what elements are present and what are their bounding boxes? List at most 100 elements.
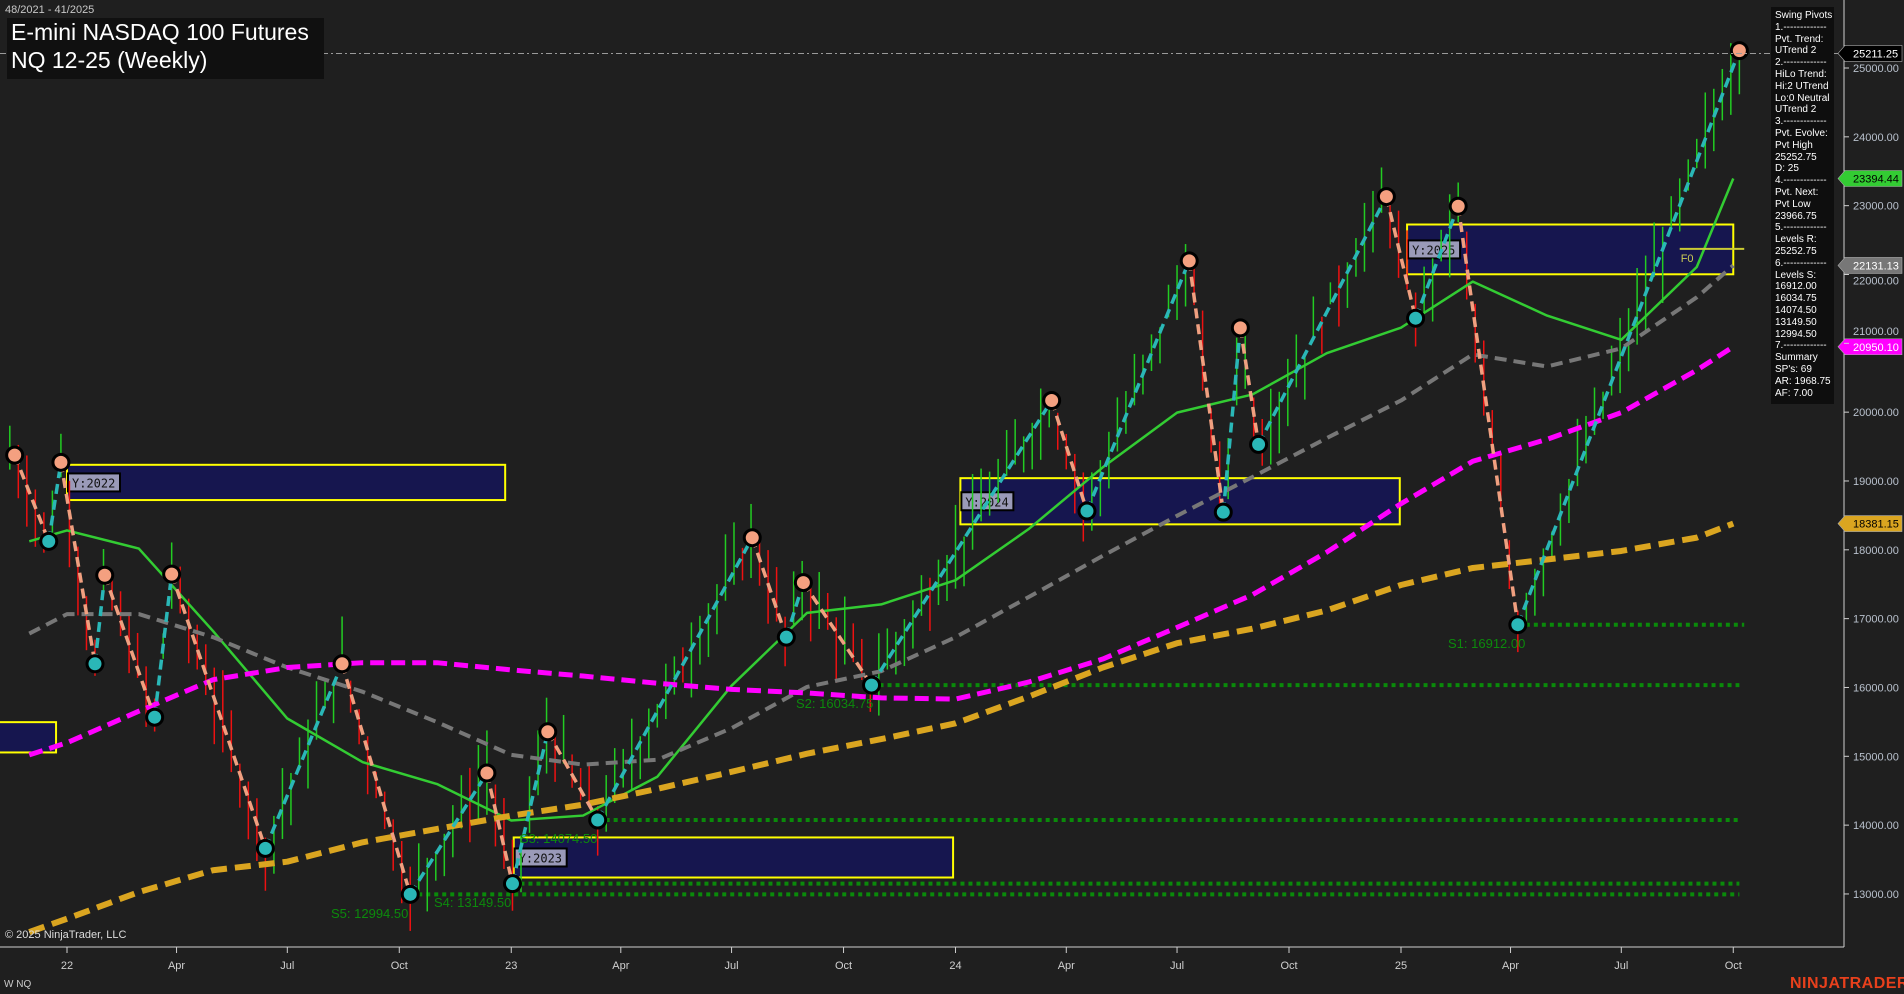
swing-low-marker: [255, 838, 275, 858]
swing-low-marker: [588, 810, 608, 830]
ma-price-tag-mid-bg: [1837, 257, 1903, 274]
swing-low-marker: [776, 627, 796, 647]
swing-high-marker: [1729, 41, 1749, 61]
zigzag-down-leg: [1238, 327, 1261, 445]
price-tick-label: 25000.00: [1853, 63, 1899, 75]
info-line: 3.-------------: [1775, 116, 1827, 128]
year-zone-box: [66, 463, 507, 502]
year-zone-label-bg: [513, 847, 568, 868]
swing-pivots-panel: Swing Pivots 1.------------- Pvt. Trend: UT…: [1771, 7, 1834, 404]
swing-high-marker: [1042, 391, 1062, 411]
swing-low-marker: [39, 531, 59, 551]
info-line: SP's: 69: [1775, 363, 1812, 375]
zigzag-up-leg: [1257, 195, 1388, 446]
info-line: Pvt. Evolve:: [1775, 127, 1828, 139]
swing-high-marker: [477, 763, 497, 783]
zigzag-down-leg: [1456, 206, 1520, 625]
time-tick-label: 25: [1395, 960, 1407, 972]
info-line: 6.-------------: [1775, 257, 1827, 269]
swing-high-marker: [742, 528, 762, 548]
info-line: 14074.50: [1775, 304, 1817, 316]
info-line: Pvt. Trend:: [1775, 33, 1824, 45]
info-line: 25252.75: [1775, 151, 1817, 163]
chart-title-box: E-mini NASDAQ 100 Futures NQ 12-25 (Week…: [7, 18, 324, 79]
swing-high-marker: [5, 445, 25, 465]
swing-low-marker: [1508, 615, 1528, 635]
time-tick-label: 24: [949, 960, 961, 972]
zigzag-down-leg: [750, 537, 788, 638]
pivot-markers-layer: [5, 41, 1749, 904]
moving-average-slow: [28, 344, 1735, 758]
ma-price-tag-long: 18381.15: [1853, 519, 1899, 531]
copyright: © 2025 NinjaTrader, LLC: [5, 929, 127, 941]
swing-high-marker: [95, 565, 115, 585]
zigzag-up-leg: [784, 582, 806, 638]
ma-price-tag-fast: 23394.44: [1853, 174, 1899, 186]
info-line: Pvt High: [1775, 139, 1813, 151]
zigzag-layer: [13, 49, 1741, 896]
time-tick-label: Apr: [612, 960, 629, 972]
support-levels-layer: [410, 622, 1745, 897]
support-level-label: S1: 16912.00: [1448, 636, 1525, 651]
info-line: Summary: [1775, 352, 1818, 364]
fib-level-label: F0: [1681, 253, 1694, 265]
zigzag-up-leg: [510, 731, 550, 885]
last-price-tag-bg: [1837, 45, 1903, 62]
price-tick-label: 14000.00: [1853, 820, 1899, 832]
zigzag-up-leg: [152, 573, 174, 718]
zigzag-down-leg: [546, 730, 600, 821]
swing-high-marker: [1179, 251, 1199, 271]
year-zone-box: [1406, 223, 1735, 276]
info-line: Pvt. Next:: [1775, 186, 1819, 198]
info-line: 16912.00: [1775, 281, 1817, 293]
time-tick-label: Jul: [1614, 960, 1628, 972]
zigzag-down-leg: [801, 581, 873, 687]
info-line: 1.-------------: [1775, 21, 1827, 33]
info-line: 5.-------------: [1775, 222, 1827, 234]
zigzag-down-leg: [103, 574, 157, 718]
swing-high-marker: [332, 654, 352, 674]
price-tick-label: 20000.00: [1853, 407, 1899, 419]
info-line: Levels S:: [1775, 269, 1817, 281]
time-tick-label: Jul: [725, 960, 739, 972]
time-tick-label: Jul: [280, 960, 294, 972]
year-zone-label: Y:2023: [519, 851, 562, 865]
support-level-label: S4: 13149.50: [434, 895, 511, 910]
zigzag-up-leg: [408, 772, 489, 896]
support-level-label: S5: 12994.50: [331, 906, 408, 921]
info-line: 23966.75: [1775, 210, 1817, 222]
moving-average-long: [28, 520, 1735, 935]
info-line: Hi:2 UTrend: [1775, 80, 1829, 92]
year-zone-label-bg: [67, 472, 121, 493]
time-tick-label: Oct: [1725, 960, 1742, 972]
info-line: 7.-------------: [1775, 340, 1827, 352]
time-tick-label: Apr: [1058, 960, 1075, 972]
year-zone-label-bg: [1407, 239, 1462, 260]
ma-price-tag-mid: 22131.13: [1853, 260, 1899, 272]
info-line: 25252.75: [1775, 245, 1817, 257]
zigzag-down-leg: [340, 663, 412, 895]
zigzag-down-leg: [59, 462, 97, 665]
chart-title: E-mini NASDAQ 100 Futures: [11, 19, 309, 45]
price-tick-label: 19000.00: [1853, 476, 1899, 488]
swing-low-marker: [862, 675, 882, 695]
zigzag-down-leg: [170, 573, 268, 849]
zigzag-down-leg: [485, 772, 515, 885]
last-price-tag: 25211.25: [1853, 48, 1898, 60]
year-zone-label: Y:2022: [72, 476, 115, 490]
time-tick-label: Oct: [1280, 960, 1297, 972]
swing-low-marker: [400, 884, 420, 904]
info-line: 16034.75: [1775, 293, 1817, 305]
instrument-tag: W NQ: [4, 979, 32, 990]
time-tick-label: Apr: [168, 960, 185, 972]
price-tick-label: 15000.00: [1853, 751, 1899, 763]
ma-price-tag-fast-bg: [1837, 170, 1903, 187]
zigzag-down-leg: [1384, 196, 1418, 319]
swing-high-marker: [538, 722, 558, 742]
swing-high-marker: [793, 573, 813, 593]
info-line: Levels R:: [1775, 234, 1817, 246]
info-line: HiLo Trend:: [1775, 68, 1827, 80]
swing-low-marker: [1406, 308, 1426, 328]
